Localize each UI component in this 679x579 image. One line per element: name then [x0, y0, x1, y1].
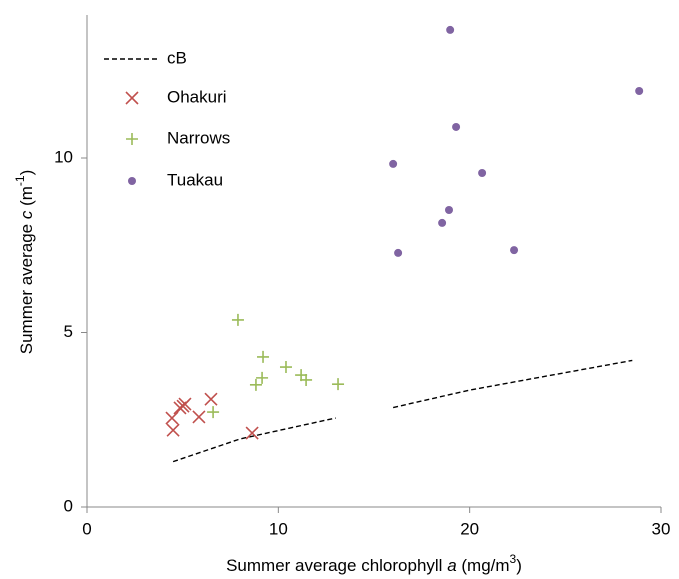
data-point — [438, 218, 447, 227]
legend-marker — [125, 91, 139, 105]
legend-marker — [126, 133, 138, 145]
data-point — [192, 410, 206, 424]
data-point — [178, 397, 192, 411]
data-point — [256, 371, 269, 384]
data-point — [389, 159, 398, 168]
data-point — [295, 369, 308, 382]
y-tick-label: 0 — [64, 496, 73, 515]
data-point — [231, 313, 244, 326]
data-point — [332, 378, 345, 391]
data-point — [166, 423, 180, 437]
data-point — [446, 25, 455, 34]
data-point — [165, 411, 179, 425]
x-tick-label: 20 — [460, 519, 479, 538]
x-tick-label: 10 — [269, 519, 288, 538]
data-point — [245, 426, 259, 440]
data-point — [207, 406, 220, 419]
data-point — [452, 122, 461, 131]
y-tick-label: 10 — [54, 147, 73, 166]
x-tick-label: 0 — [82, 519, 91, 538]
data-point — [249, 378, 262, 391]
data-point — [279, 361, 292, 374]
x-tick-label: 30 — [652, 519, 671, 538]
legend-label: Tuakau — [167, 170, 223, 189]
legend-marker — [128, 177, 136, 185]
data-point — [300, 373, 313, 386]
data-point — [204, 392, 218, 406]
data-point — [257, 350, 270, 363]
data-point — [445, 206, 454, 215]
data-point — [510, 246, 519, 255]
x-axis-label: Summer average chlorophyll a (mg/m3) — [226, 552, 522, 575]
data-point — [635, 86, 644, 95]
legend-label: cB — [167, 48, 187, 67]
legend-label: Ohakuri — [167, 87, 227, 106]
y-axis-label: Summer average c (m-1) — [13, 170, 36, 355]
legend-label: Narrows — [167, 128, 230, 147]
y-tick-label: 5 — [64, 322, 73, 341]
trend-line — [172, 359, 633, 463]
data-point — [478, 169, 487, 178]
data-point — [394, 248, 403, 257]
